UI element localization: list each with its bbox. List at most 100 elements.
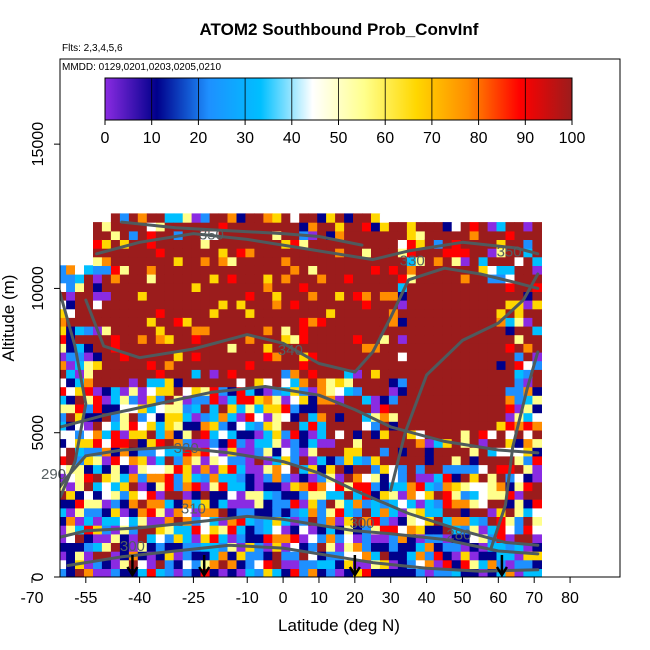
- heatmap-cell: [281, 274, 291, 284]
- heatmap-cell: [110, 412, 121, 422]
- heatmap-cell: [299, 447, 309, 457]
- heatmap-cell: [317, 568, 327, 577]
- heatmap-cell: [48, 404, 58, 413]
- heatmap-cell: [532, 222, 542, 232]
- heatmap-cell: [514, 377, 525, 388]
- heatmap-cell: [254, 317, 264, 327]
- heatmap-cell: [146, 282, 157, 292]
- heatmap-cell: [362, 265, 372, 275]
- heatmap-cell: [317, 317, 327, 327]
- heatmap-cell: [75, 516, 85, 526]
- profile-marker-head: [126, 566, 139, 578]
- heatmap-cell: [119, 473, 130, 483]
- heatmap-cell: [290, 533, 300, 543]
- heatmap-cell: [84, 568, 94, 577]
- heatmap-cell: [487, 455, 498, 466]
- heatmap-cell: [496, 334, 507, 344]
- heatmap-cell: [119, 308, 130, 318]
- heatmap-cell: [362, 403, 372, 414]
- heatmap-cell: [308, 369, 318, 379]
- heatmap-cell: [451, 507, 462, 517]
- profile-markers: [126, 555, 508, 578]
- heatmap-cell: [406, 360, 417, 370]
- heatmap-cell: [379, 213, 390, 223]
- y-axis-tick-label: 15000: [30, 122, 47, 167]
- heatmap-cell: [263, 559, 273, 569]
- heatmap-cell: [146, 429, 157, 440]
- heatmap-cell: [406, 239, 417, 249]
- heatmap-cell: [505, 317, 516, 327]
- heatmap-cell: [137, 533, 148, 543]
- heatmap-cell: [451, 369, 462, 379]
- heatmap-cell: [514, 369, 525, 379]
- heatmap-cell: [227, 300, 238, 310]
- heatmap-cell: [236, 369, 247, 379]
- heatmap-cell: [371, 533, 381, 543]
- heatmap-cell: [514, 533, 525, 543]
- heatmap-cell: [39, 525, 49, 534]
- heatmap-cell: [281, 360, 291, 370]
- heatmap-cell: [353, 230, 363, 240]
- heatmap-cell: [227, 248, 238, 258]
- heatmap-cell: [200, 403, 211, 414]
- heatmap-cell: [245, 421, 255, 431]
- heatmap-cell: [137, 334, 148, 344]
- contour-label: 290: [41, 466, 66, 483]
- heatmap-cell: [227, 325, 238, 336]
- heatmap-cell: [263, 213, 273, 223]
- heatmap-cell: [137, 568, 148, 577]
- heatmap-cell: [326, 308, 336, 318]
- heatmap-cell: [245, 369, 255, 379]
- heatmap-cell: [290, 265, 300, 275]
- heatmap-cell: [523, 507, 533, 517]
- heatmap-cell: [469, 369, 480, 379]
- heatmap-cell: [523, 516, 533, 526]
- heatmap-cell: [388, 300, 399, 310]
- heatmap-cell: [514, 403, 525, 414]
- heatmap-cell: [406, 421, 417, 431]
- heatmap-cell: [137, 542, 148, 552]
- heatmap-cell: [164, 300, 175, 310]
- heatmap-cell: [191, 542, 202, 552]
- heatmap-cell: [245, 334, 255, 344]
- heatmap-cell: [75, 265, 85, 275]
- heatmap-cell: [245, 265, 255, 275]
- heatmap-cell: [272, 351, 282, 362]
- heatmap-cell: [353, 403, 363, 414]
- heatmap-cell: [236, 395, 247, 405]
- heatmap-cell: [299, 213, 309, 223]
- contour-line: [95, 232, 540, 262]
- heatmap-cell: [137, 464, 148, 474]
- heatmap-cell: [128, 308, 139, 318]
- heatmap-cell: [137, 325, 148, 336]
- heatmap-cell: [60, 334, 67, 344]
- heatmap-cell: [173, 248, 184, 258]
- heatmap-cell: [487, 559, 498, 569]
- heatmap-cell: [48, 490, 58, 499]
- heatmap-cell: [164, 334, 175, 344]
- heatmap-cell: [532, 490, 542, 500]
- heatmap-cell: [433, 300, 444, 310]
- heatmap-cell: [487, 395, 498, 405]
- heatmap-cell: [110, 351, 121, 362]
- heatmap-cell: [128, 533, 139, 543]
- heatmap-cell: [514, 429, 525, 440]
- x-axis-tick-label: 0: [279, 590, 288, 607]
- heatmap-cell: [245, 559, 255, 569]
- heatmap-cell: [326, 300, 336, 310]
- heatmap-cell: [424, 499, 435, 509]
- heatmap-cell: [308, 291, 318, 301]
- heatmap-cell: [442, 525, 453, 535]
- heatmap-cell: [478, 429, 489, 440]
- heatmap-cell: [281, 447, 291, 457]
- heatmap-cell: [424, 291, 435, 301]
- heatmap-cell: [433, 542, 444, 552]
- heatmap-cell: [182, 464, 193, 474]
- heatmap-cell: [317, 282, 327, 292]
- heatmap-cell: [344, 343, 354, 353]
- heatmap-cell: [308, 507, 318, 517]
- heatmap-cell: [317, 516, 327, 526]
- heatmap-cell: [344, 334, 354, 344]
- heatmap-cell: [326, 412, 336, 422]
- heatmap-cell: [39, 326, 49, 335]
